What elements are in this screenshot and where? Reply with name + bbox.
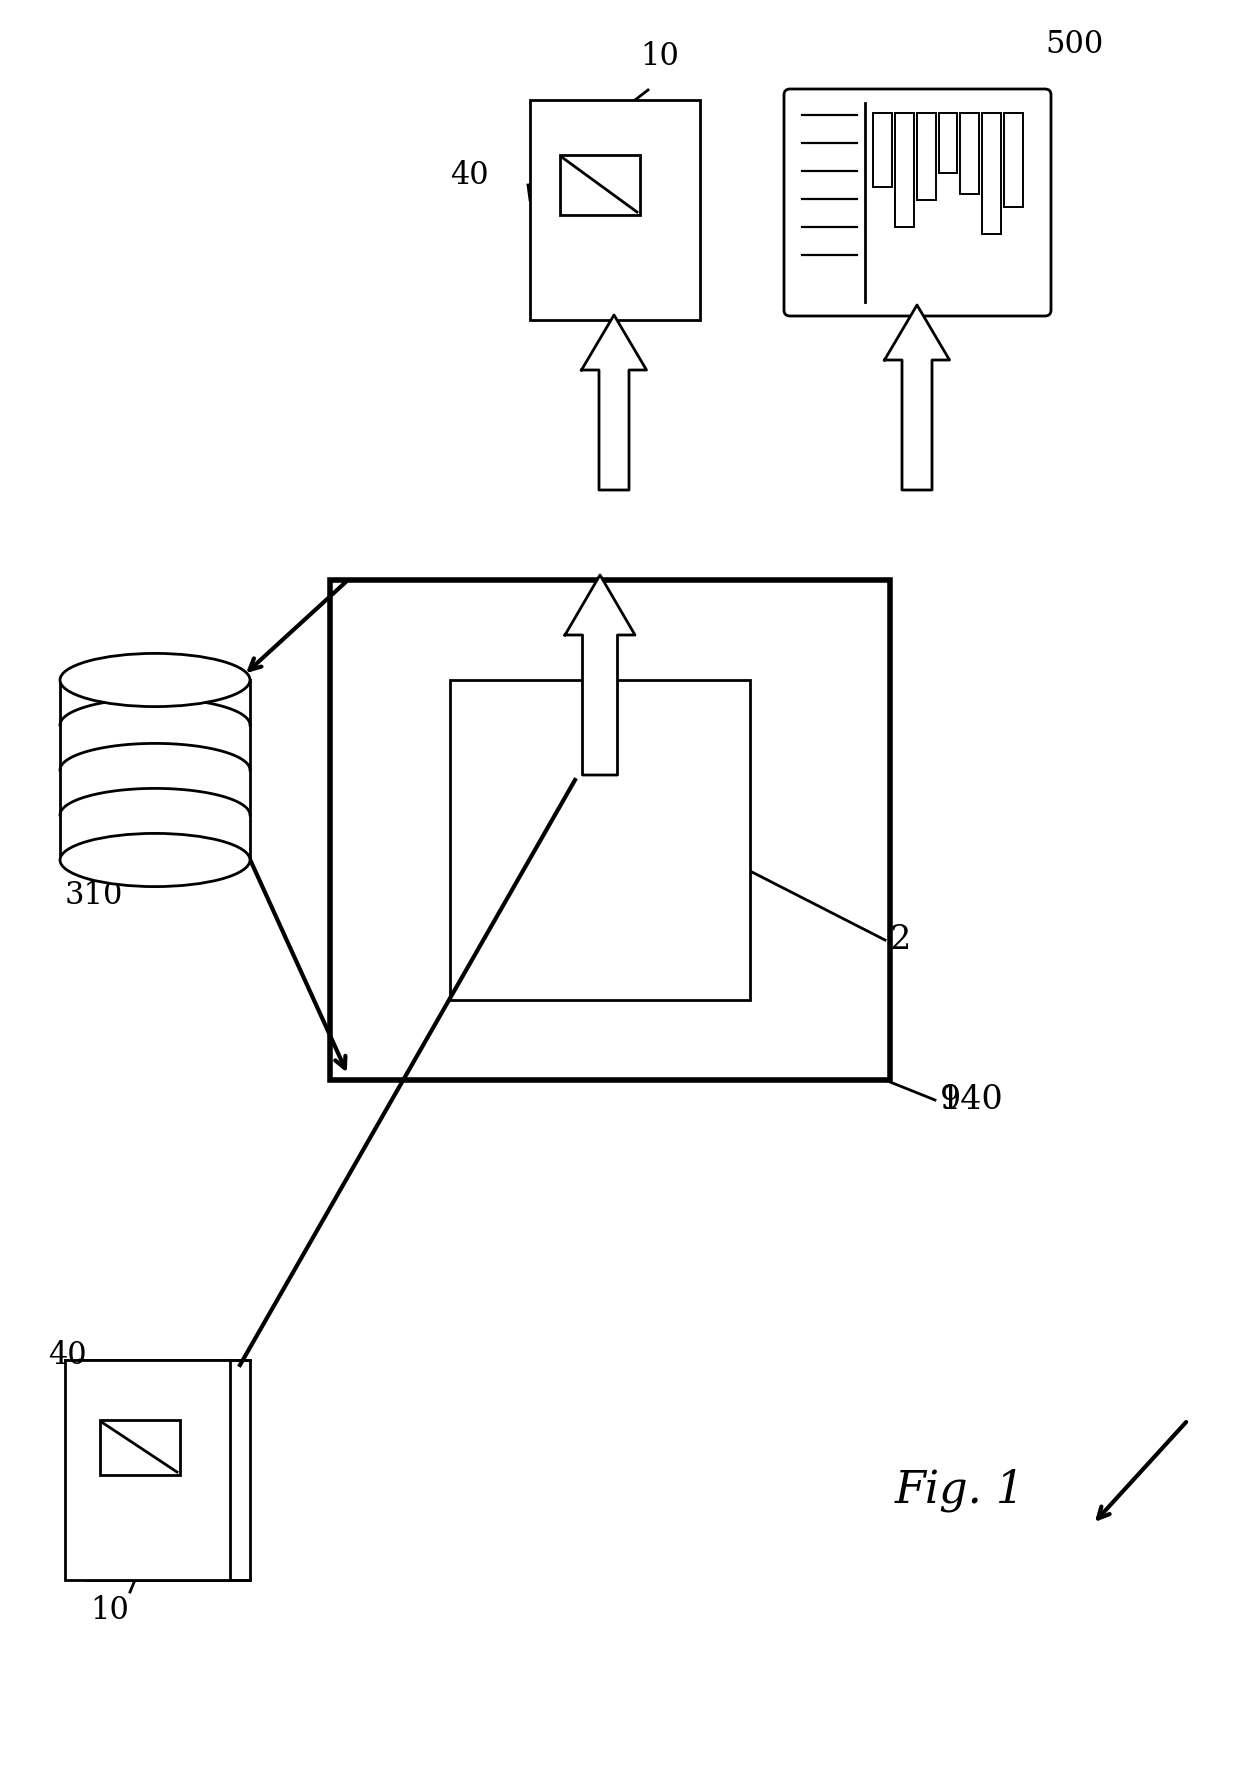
Ellipse shape	[60, 833, 250, 886]
Polygon shape	[582, 315, 646, 490]
Text: 940: 940	[940, 1084, 1003, 1116]
Bar	[100, 1420, 180, 1475]
Bar	[873, 113, 892, 187]
Polygon shape	[565, 575, 635, 774]
Text: 10: 10	[640, 41, 678, 72]
Bar	[916, 113, 935, 200]
Text: 2: 2	[890, 925, 911, 956]
Bar	[64, 1360, 229, 1581]
Bar	[939, 113, 957, 173]
Bar	[961, 113, 980, 193]
Bar	[1004, 113, 1023, 207]
Polygon shape	[884, 306, 950, 490]
Bar	[450, 681, 750, 1001]
Text: 40: 40	[450, 159, 489, 191]
Text: 10: 10	[91, 1595, 129, 1627]
Text: Fig. 1: Fig. 1	[895, 1467, 1025, 1512]
Ellipse shape	[60, 654, 250, 707]
Text: 310: 310	[64, 879, 123, 911]
Bar	[560, 156, 640, 216]
Text: 1: 1	[940, 1084, 961, 1116]
FancyBboxPatch shape	[784, 88, 1052, 316]
Text: 40: 40	[48, 1340, 87, 1370]
Bar	[60, 681, 250, 859]
Text: 500: 500	[1045, 28, 1104, 60]
Bar	[982, 113, 1001, 233]
Bar	[330, 580, 890, 1080]
Bar	[895, 113, 914, 226]
Bar	[529, 101, 701, 320]
